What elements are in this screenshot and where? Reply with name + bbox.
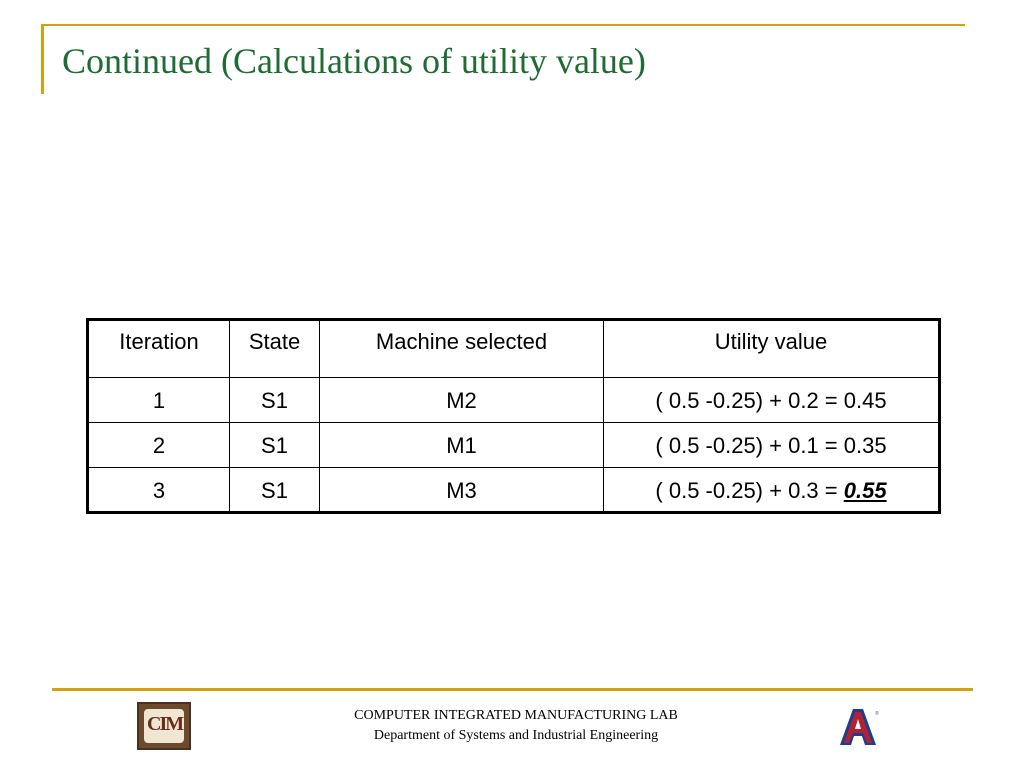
logo-a-counter <box>855 719 861 729</box>
table-row: 2 S1 M1 ( 0.5 -0.25) + 0.1 = 0.35 <box>87 422 940 468</box>
header-machine-selected: Machine selected <box>319 319 604 378</box>
cell-state: S1 <box>229 467 320 513</box>
header-iteration: Iteration <box>87 319 230 378</box>
utility-prefix: ( 0.5 -0.25) + 0.3 = <box>655 478 844 503</box>
cell-iteration: 2 <box>87 422 230 468</box>
cell-machine: M2 <box>319 377 604 423</box>
table-header-row: Iteration State Machine selected Utility… <box>87 319 940 378</box>
footer-rule <box>52 688 973 691</box>
cim-lab-logo-icon: CIM <box>137 702 191 750</box>
cim-logo-text: CIM <box>147 713 184 735</box>
footer-department: Department of Systems and Industrial Eng… <box>373 728 659 743</box>
cell-machine: M1 <box>319 422 604 468</box>
slide-title: Continued (Calculations of utility value… <box>62 41 646 81</box>
title-side-rule <box>41 24 44 94</box>
cim-logo-panel: CIM <box>144 709 184 743</box>
table-row: 1 S1 M2 ( 0.5 -0.25) + 0.2 = 0.45 <box>87 377 940 423</box>
cell-utility: ( 0.5 -0.25) + 0.1 = 0.35 <box>603 422 940 468</box>
utility-table: Iteration State Machine selected Utility… <box>86 318 941 514</box>
cell-iteration: 1 <box>87 377 230 423</box>
university-a-logo-icon: ® <box>840 709 879 745</box>
footer-lab-name: COMPUTER INTEGRATED MANUFACTURING LAB <box>354 708 678 723</box>
logo-registered-mark: ® <box>875 710 879 717</box>
cell-utility: ( 0.5 -0.25) + 0.3 = 0.55 <box>603 467 940 513</box>
cell-machine: M3 <box>319 467 604 513</box>
header-utility-value: Utility value <box>603 319 940 378</box>
cell-utility: ( 0.5 -0.25) + 0.2 = 0.45 <box>603 377 940 423</box>
footer-text: COMPUTER INTEGRATED MANUFACTURING LAB De… <box>300 706 732 746</box>
table-row: 3 S1 M3 ( 0.5 -0.25) + 0.3 = 0.55 <box>87 467 940 513</box>
utility-highlight-value: 0.55 <box>843 478 887 503</box>
cell-state: S1 <box>229 422 320 468</box>
title-top-rule <box>41 24 965 26</box>
header-state: State <box>229 319 320 378</box>
cell-iteration: 3 <box>87 467 230 513</box>
cell-state: S1 <box>229 377 320 423</box>
